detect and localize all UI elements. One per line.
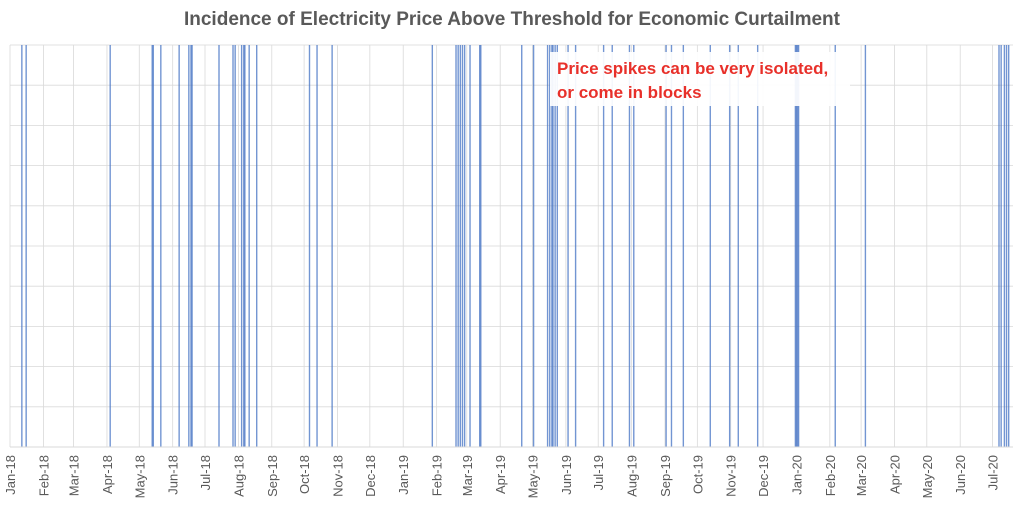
- x-tick-label: Nov-19: [724, 455, 739, 497]
- x-tick-label: Mar-20: [854, 455, 869, 496]
- x-tick-label: Aug-19: [625, 455, 640, 497]
- x-tick-label: Jul-20: [986, 455, 1001, 490]
- x-tick-label: Feb-19: [430, 455, 445, 496]
- x-axis-tick-labels: Jan-18 Feb-18 Mar-18 Apr-18 May-18 Jun-18 Jul-…: [3, 455, 1001, 498]
- x-tick-label: Jun-20: [953, 455, 968, 495]
- annotation: Price spikes can be very isolated, or co…: [550, 52, 850, 106]
- event-lines: [21, 45, 1010, 447]
- x-tick-label: Apr-18: [100, 455, 115, 494]
- x-tick-label: Oct-18: [297, 455, 312, 494]
- x-tick-label: Apr-20: [887, 455, 902, 494]
- x-tick-label: Aug-18: [231, 455, 246, 497]
- x-tick-label: Jan-19: [396, 455, 411, 495]
- x-tick-label: Mar-18: [67, 455, 82, 496]
- x-tick-label: Jun-19: [559, 455, 574, 495]
- x-tick-label: Oct-19: [690, 455, 705, 494]
- x-tick-label: Sep-18: [265, 455, 280, 497]
- x-tick-label: Nov-18: [331, 455, 346, 497]
- x-tick-label: Apr-19: [493, 455, 508, 494]
- x-tick-label: Feb-20: [823, 455, 838, 496]
- annotation-line-2: or come in blocks: [557, 83, 702, 102]
- annotation-line-1: Price spikes can be very isolated,: [557, 59, 828, 78]
- x-tick-label: Dec-19: [756, 455, 771, 497]
- x-tick-label: Jul-19: [591, 455, 606, 490]
- x-tick-label: Jul-18: [198, 455, 213, 490]
- x-tick-label: Jun-18: [166, 455, 181, 495]
- chart-title: Incidence of Electricity Price Above Thr…: [184, 9, 841, 30]
- vertical-gridlines: [9, 45, 993, 447]
- x-tick-label: Sep-19: [658, 455, 673, 497]
- horizontal-gridlines: [10, 44, 1013, 408]
- x-tick-label: Mar-19: [460, 455, 475, 496]
- x-tick-label: Jan-18: [3, 455, 18, 495]
- x-tick-label: Dec-18: [363, 455, 378, 497]
- x-tick-label: May-20: [920, 455, 935, 498]
- annotation-box: [550, 52, 850, 106]
- x-tick-label: May-18: [132, 455, 147, 498]
- x-tick-label: Feb-18: [36, 455, 51, 496]
- x-tick-label: May-19: [526, 455, 541, 498]
- x-tick-label: Jan-20: [789, 455, 804, 495]
